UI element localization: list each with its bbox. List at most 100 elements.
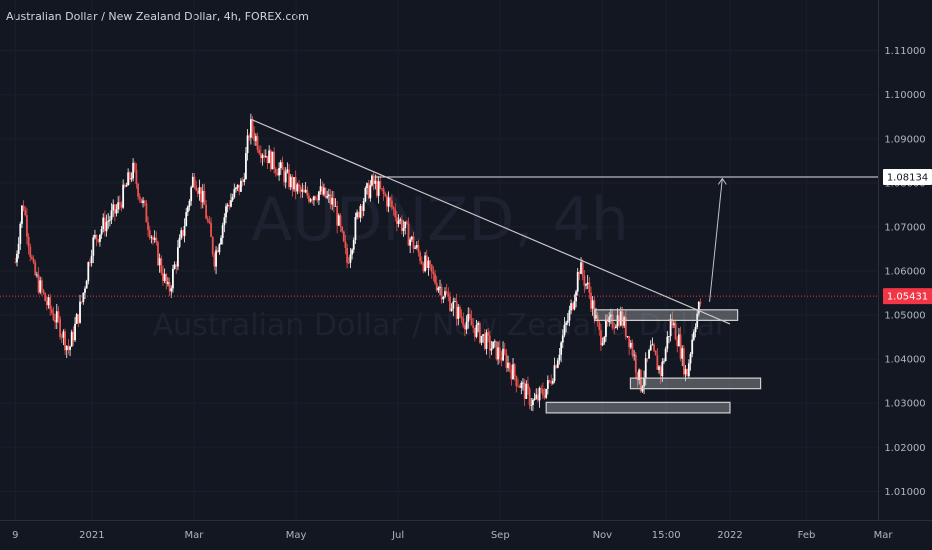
candle-body [502,348,504,361]
candle-body [230,200,232,207]
candle-body [135,170,138,185]
time-tick-label: Feb [798,530,816,541]
target-price-badge [883,168,932,185]
candle-body [437,287,440,291]
candle-body [35,274,38,276]
candle-body [94,234,96,238]
candle-body [457,307,460,319]
candle-body [387,197,390,207]
candle-body [34,262,37,276]
candle-body [689,353,692,364]
candle-body [21,205,23,224]
candle-body [638,369,641,381]
candle-body [140,198,143,203]
candle-body [573,301,576,310]
candle-body [153,237,156,240]
candle-body [409,239,412,246]
candle-body [318,191,320,201]
candle-body [84,288,86,293]
candle-body [226,204,229,207]
time-tick-label: Jul [391,530,404,541]
trendline[interactable] [249,118,731,325]
candle-body [493,341,496,343]
candle-body [634,354,637,373]
candle-body [304,189,307,193]
support-zone[interactable] [629,377,762,390]
candle-body [70,331,73,347]
candle-body [659,366,662,377]
candle-body [653,344,655,351]
candle-body [181,230,184,236]
price-tick-label: 1.09000 [884,134,925,145]
candle-body [188,200,191,207]
candle-body [570,303,572,311]
time-axis[interactable]: 9 2021 Mar May Jul Sep Nov 15:00 2022 Feb Mar [0,520,932,542]
candle-body [497,347,499,360]
candle-body [321,186,324,195]
candle-body [99,234,101,242]
candle-body [123,184,126,187]
candle-body [344,241,347,248]
candle-body [221,225,224,238]
candle-body [113,204,116,214]
drawings[interactable] [249,118,878,414]
candle-body [284,171,287,183]
candle-body [386,196,388,207]
candle-body [208,220,211,224]
candle-body [581,262,584,276]
candle-body [258,149,261,154]
candle-body [472,325,475,328]
candle-body [595,315,597,319]
candle-body [503,348,506,354]
candle-body [545,388,548,398]
candle-body [459,307,461,317]
candle-body [676,339,679,347]
candle-body [399,219,402,221]
candle-body [402,227,405,232]
candle-body [505,353,508,368]
candle-body [364,188,367,202]
candle-body [298,184,300,188]
price-axis[interactable]: 1.01000 1.02000 1.03000 1.04000 1.05000 1.060… [878,0,932,550]
support-zone[interactable] [545,401,731,414]
candle-body [551,381,554,384]
candle-body [104,217,106,232]
candle-body [278,167,280,176]
candle-body [586,282,589,285]
candle-body [176,247,179,267]
projection-arrow[interactable] [709,178,723,302]
candle-body [150,237,153,238]
candle-body [485,332,488,349]
time-tick-label: Mar [185,530,205,541]
candle-body [631,342,634,356]
candle-body [259,153,262,159]
candle-body [563,324,566,336]
candle-body [183,226,186,236]
candle-body [75,314,78,324]
candle-body [381,188,383,189]
candle-body [611,314,614,328]
time-tick-label: 15:00 [652,530,681,541]
candle-body [541,389,544,396]
candle-body [467,314,470,322]
candle-body [299,187,302,192]
candle-body [424,255,426,272]
candle-body [37,274,40,293]
candle-body [537,394,539,401]
support-zone[interactable] [594,309,739,321]
candle-body [500,357,503,361]
candle-body [512,364,514,380]
candle-body [251,119,254,133]
candle-body [372,175,375,184]
candle-body [211,237,214,255]
candle-body [639,369,642,392]
candle-body [442,296,445,300]
candle-body [256,136,259,150]
candle-body [576,271,579,292]
candle-body [261,155,264,159]
candle-body [332,198,335,207]
candle-body [167,282,169,284]
candle-body [585,284,587,286]
candle-body [671,319,674,326]
